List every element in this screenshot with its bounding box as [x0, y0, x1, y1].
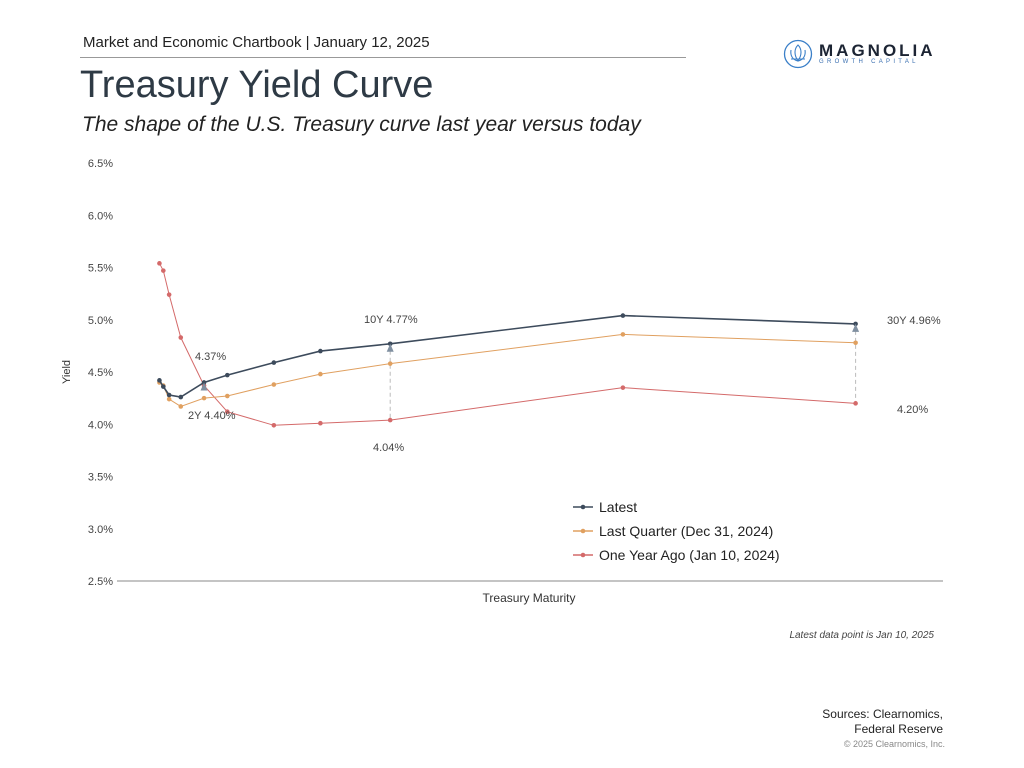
- highlight-triangle-marker: [200, 382, 208, 391]
- data-point: [387, 417, 393, 423]
- data-point: [318, 420, 323, 426]
- y-tick-label: 2.5%: [88, 576, 113, 588]
- series-line-2: [158, 263, 856, 426]
- annotation-10y-1y-ago: 4.04%: [373, 442, 404, 454]
- data-point: [178, 404, 184, 409]
- data-point: [318, 348, 323, 354]
- annotation-10y-latest: 10Y 4.77%: [364, 314, 418, 326]
- data-point: [225, 372, 230, 378]
- data-point: [166, 292, 172, 297]
- data-point: [318, 371, 323, 377]
- y-tick-label: 4.0%: [88, 419, 113, 431]
- data-point: [620, 332, 626, 337]
- data-point: [620, 385, 626, 390]
- data-point: [225, 409, 230, 415]
- y-tick-label: 5.5%: [88, 263, 113, 275]
- page-subtitle: The shape of the U.S. Treasury curve las…: [82, 113, 641, 136]
- data-point: [166, 392, 172, 398]
- latest-data-note: Latest data point is Jan 10, 2025: [789, 630, 934, 641]
- highlight-triangle-marker: [386, 343, 394, 352]
- annotation-2y-latest: 2Y 4.40%: [188, 410, 236, 422]
- data-point: [225, 393, 230, 399]
- sources-line-1: Sources: Clearnomics,: [822, 707, 943, 721]
- y-tick-label: 3.0%: [88, 524, 113, 536]
- highlight-triangle-marker: [852, 323, 860, 332]
- copyright: © 2025 Clearnomics, Inc.: [843, 739, 945, 749]
- sources: Sources: Clearnomics, Federal Reserve: [822, 707, 943, 737]
- magnolia-flower-icon: [783, 39, 813, 69]
- data-point: [201, 395, 207, 401]
- data-point: [157, 378, 162, 383]
- series-line-1: [159, 333, 856, 408]
- legend-label: Last Quarter (Dec 31, 2024): [599, 523, 773, 539]
- data-point: [387, 361, 393, 366]
- chartbook-header: Market and Economic Chartbook | January …: [83, 34, 430, 51]
- data-point: [271, 360, 277, 365]
- data-point: [853, 401, 858, 406]
- annotation-30y-1y-ago: 4.20%: [897, 404, 928, 416]
- data-point: [157, 261, 162, 266]
- data-point: [271, 422, 277, 428]
- data-point: [161, 268, 166, 273]
- x-axis-label: Treasury Maturity: [483, 591, 576, 605]
- legend-label: One Year Ago (Jan 10, 2024): [599, 547, 780, 563]
- data-point: [166, 396, 172, 402]
- data-point: [271, 382, 277, 387]
- y-tick-label: 6.0%: [88, 210, 113, 222]
- y-tick-label: 6.5%: [88, 158, 113, 170]
- y-tick-label: 5.0%: [88, 315, 113, 327]
- y-axis-label: Yield: [61, 360, 73, 384]
- data-point: [178, 394, 184, 400]
- legend-marker: [580, 528, 586, 534]
- legend-label: Latest: [599, 499, 637, 515]
- legend-marker: [580, 552, 586, 558]
- logo: MAGNOLIA GROWTH CAPITAL: [783, 39, 936, 69]
- sources-line-2: Federal Reserve: [854, 722, 943, 736]
- page-title: Treasury Yield Curve: [80, 64, 434, 106]
- logo-name: MAGNOLIA: [819, 41, 936, 60]
- legend-marker: [580, 504, 586, 510]
- data-point: [620, 313, 626, 318]
- data-point: [161, 384, 166, 389]
- annotation-30y-latest: 30Y 4.96%: [887, 315, 941, 327]
- data-point: [853, 340, 858, 346]
- y-tick-label: 3.5%: [88, 472, 113, 484]
- data-point: [178, 335, 184, 340]
- header-divider: [80, 57, 686, 58]
- series-line-0: [158, 314, 856, 398]
- annotation-1y-ago-2y: 4.37%: [195, 351, 226, 363]
- logo-tagline: GROWTH CAPITAL: [819, 59, 919, 65]
- y-tick-label: 4.5%: [88, 367, 113, 379]
